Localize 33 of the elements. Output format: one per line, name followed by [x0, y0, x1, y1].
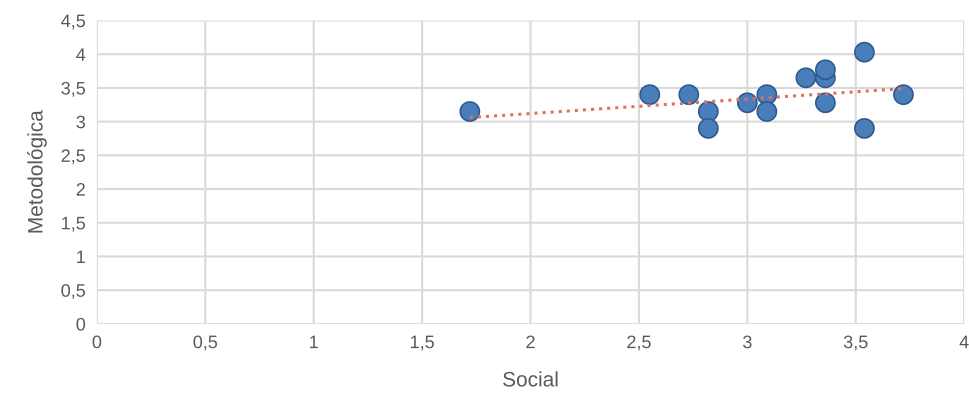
point — [736, 92, 758, 114]
point — [459, 101, 480, 122]
y-tick-label: 3,5 — [61, 82, 86, 97]
point — [678, 84, 700, 106]
y-tick-label: 2,5 — [62, 149, 86, 164]
y-tick-label: 1 — [77, 250, 85, 264]
y-tick-label: 4 — [76, 48, 86, 61]
x-tick-label: 0,5 — [193, 335, 218, 350]
point — [854, 118, 875, 139]
x-tick-label: 4 — [960, 336, 969, 348]
x-tick-label: 3 — [743, 335, 752, 348]
point — [814, 59, 836, 80]
y-tick-label: 0,5 — [61, 284, 86, 300]
x-axis-title: Social — [503, 371, 558, 387]
point — [814, 92, 836, 114]
y-tick-label: 4,5 — [61, 14, 86, 30]
y-axis-title: Metodológica — [27, 110, 47, 232]
point — [854, 42, 875, 63]
x-tick-label: 2,5 — [627, 335, 651, 350]
point — [639, 84, 660, 106]
y-tick-label: 2 — [76, 182, 85, 196]
y-tick-label: 3 — [76, 116, 85, 128]
point — [795, 67, 816, 88]
x-tick-label: 3,5 — [844, 335, 868, 350]
x-tick-label: 0 — [92, 335, 102, 348]
point — [893, 84, 914, 106]
point — [756, 101, 778, 122]
x-tick-label: 1 — [310, 336, 318, 348]
y-tick-label: 1,5 — [62, 216, 86, 232]
x-tick-label: 1,5 — [410, 336, 434, 350]
x-tick-label: 2 — [526, 335, 535, 348]
y-tick-label: 0 — [76, 318, 86, 331]
point — [698, 118, 719, 139]
